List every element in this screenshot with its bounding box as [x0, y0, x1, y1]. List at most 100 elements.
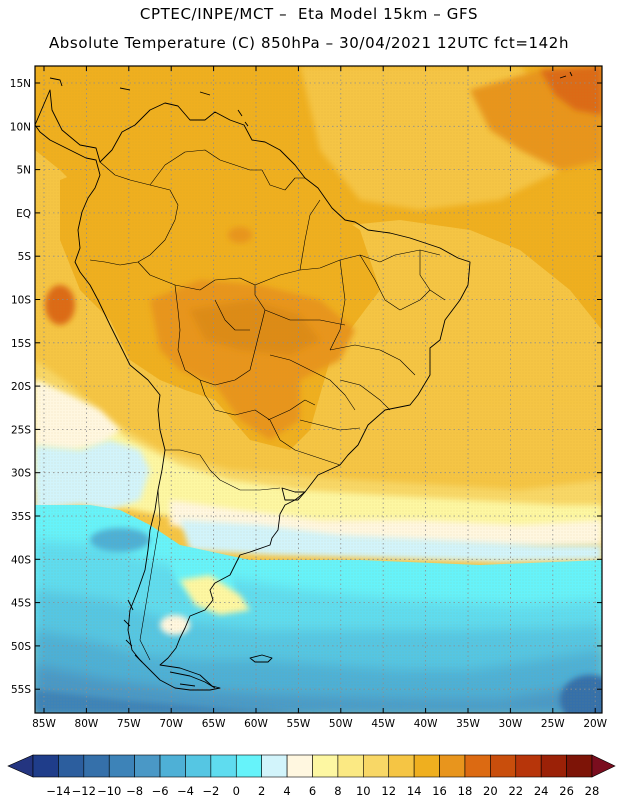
lon-label: 40W	[414, 718, 438, 730]
lat-label: 10S	[11, 295, 31, 307]
colorbar-swatch	[261, 754, 288, 778]
lat-label: 40S	[11, 554, 31, 566]
map-title-line-2: Absolute Temperature (C) 850hPa – 30/04/…	[48, 34, 570, 52]
colorbar-swatch	[159, 754, 186, 778]
lon-label: 60W	[244, 718, 268, 730]
caribbean-islands	[49, 71, 573, 127]
colorbar-swatch	[337, 754, 364, 778]
colorbar-tick-label: 12	[381, 784, 396, 798]
border-10	[267, 399, 316, 421]
colorbar-tick-label: 18	[458, 784, 473, 798]
field-texture	[35, 66, 602, 713]
lon-label: 65W	[202, 718, 226, 730]
colorbar-tick-label: 22	[508, 784, 523, 798]
lon-label: 35W	[456, 718, 480, 730]
map-title-line-1: CPTEC/INPE/MCT – Eta Model 15km – GFS	[139, 5, 479, 23]
colorbar-tick-label: 20	[483, 784, 498, 798]
border-15	[359, 254, 431, 311]
lat-label: 50S	[11, 641, 31, 653]
border-13	[299, 199, 321, 271]
colorbar: −14 −12 −10 −8 −6 −4 −2 0 2 4 6 8 10 12 14 16 18 20 22 24 26…	[7, 754, 616, 798]
colorbar-swatch	[58, 754, 85, 778]
colorbar-tick-label: 10	[356, 784, 371, 798]
border-21	[214, 299, 250, 331]
longitude-axis: 85W 80W 75W 70W 65W 60W 55W 50W 45W 40W 35W 30W 25W 2…	[32, 66, 608, 730]
lon-label: 20W	[583, 718, 607, 730]
border-7	[199, 379, 281, 441]
latitude-axis: 15N 10N 5N EQ 5S 10S 15S 20S 25S 30S 35S 40S 45S 50S 5…	[10, 78, 602, 696]
border-6	[199, 285, 266, 386]
border-2	[137, 261, 256, 291]
coastlines	[35, 71, 573, 691]
lat-label: 25S	[11, 424, 31, 436]
lon-label: 25W	[541, 718, 565, 730]
lon-label: 80W	[75, 718, 99, 730]
colorbar-tick-label: −8	[126, 784, 143, 798]
south-america-coastline	[35, 89, 471, 691]
colorbar-swatch	[490, 754, 517, 778]
colorbar-under-arrow	[7, 754, 34, 778]
colorbar-tick-label: −10	[97, 784, 121, 798]
border-4	[261, 169, 305, 191]
rio-de-la-plata	[281, 487, 306, 501]
lat-label: 10N	[10, 121, 31, 133]
border-19	[339, 379, 391, 411]
border-20	[299, 419, 361, 431]
border-22	[379, 249, 441, 263]
lon-label: 50W	[329, 718, 353, 730]
colorbar-tick-label: −14	[46, 784, 70, 798]
border-14	[329, 259, 346, 351]
colorbar-swatch	[32, 754, 59, 778]
border-23	[419, 250, 446, 301]
colorbar-tick-label: 28	[585, 784, 600, 798]
border-8	[165, 449, 281, 491]
tierra-del-fuego	[169, 671, 216, 689]
lon-label: 30W	[499, 718, 523, 730]
border-16	[264, 309, 346, 326]
colorbar-tick-label: −12	[72, 784, 96, 798]
colorbar-tick-label: −6	[152, 784, 169, 798]
colorbar-swatch	[540, 754, 567, 778]
border-1	[89, 161, 179, 266]
lat-label: 55S	[11, 684, 31, 696]
colorbar-swatch	[566, 754, 593, 778]
colorbar-swatch	[388, 754, 415, 778]
colorbar-tick-label: 0	[233, 784, 240, 798]
colorbar-tick-label: 4	[283, 784, 290, 798]
colorbar-swatch	[235, 754, 262, 778]
border-18	[269, 354, 356, 411]
colorbar-swatch	[134, 754, 161, 778]
map-frame	[34, 65, 603, 714]
colorbar-swatch	[286, 754, 313, 778]
chile-archipelago	[123, 599, 143, 663]
colorbar-swatch	[312, 754, 339, 778]
lat-label: 15S	[11, 338, 31, 350]
border-17	[329, 344, 416, 376]
lat-label: 5S	[18, 251, 32, 263]
lat-label: 15N	[10, 78, 31, 90]
lat-label: 5N	[16, 165, 31, 177]
lon-label: 85W	[32, 718, 56, 730]
colorbar-tick-label: 2	[258, 784, 265, 798]
border-3	[149, 149, 262, 186]
lat-label: 45S	[11, 598, 31, 610]
falkland-islands	[249, 654, 273, 663]
colorbar-swatch	[363, 754, 390, 778]
colorbar-tick-label: 16	[432, 784, 447, 798]
border-5	[174, 284, 201, 381]
lon-label: 55W	[287, 718, 311, 730]
colorbar-swatch	[210, 754, 237, 778]
lat-label: EQ	[16, 208, 31, 220]
colorbar-tick-label: 6	[309, 784, 316, 798]
lon-label: 45W	[371, 718, 395, 730]
lat-label: 20S	[11, 381, 31, 393]
colorbar-swatch	[83, 754, 110, 778]
colorbar-tick-label: 26	[559, 784, 574, 798]
lat-label: 35S	[11, 511, 31, 523]
colorbar-tick-label: −2	[202, 784, 219, 798]
lon-label: 70W	[159, 718, 183, 730]
graticule	[35, 66, 602, 713]
lon-label: 75W	[117, 718, 141, 730]
colorbar-swatch	[439, 754, 466, 778]
